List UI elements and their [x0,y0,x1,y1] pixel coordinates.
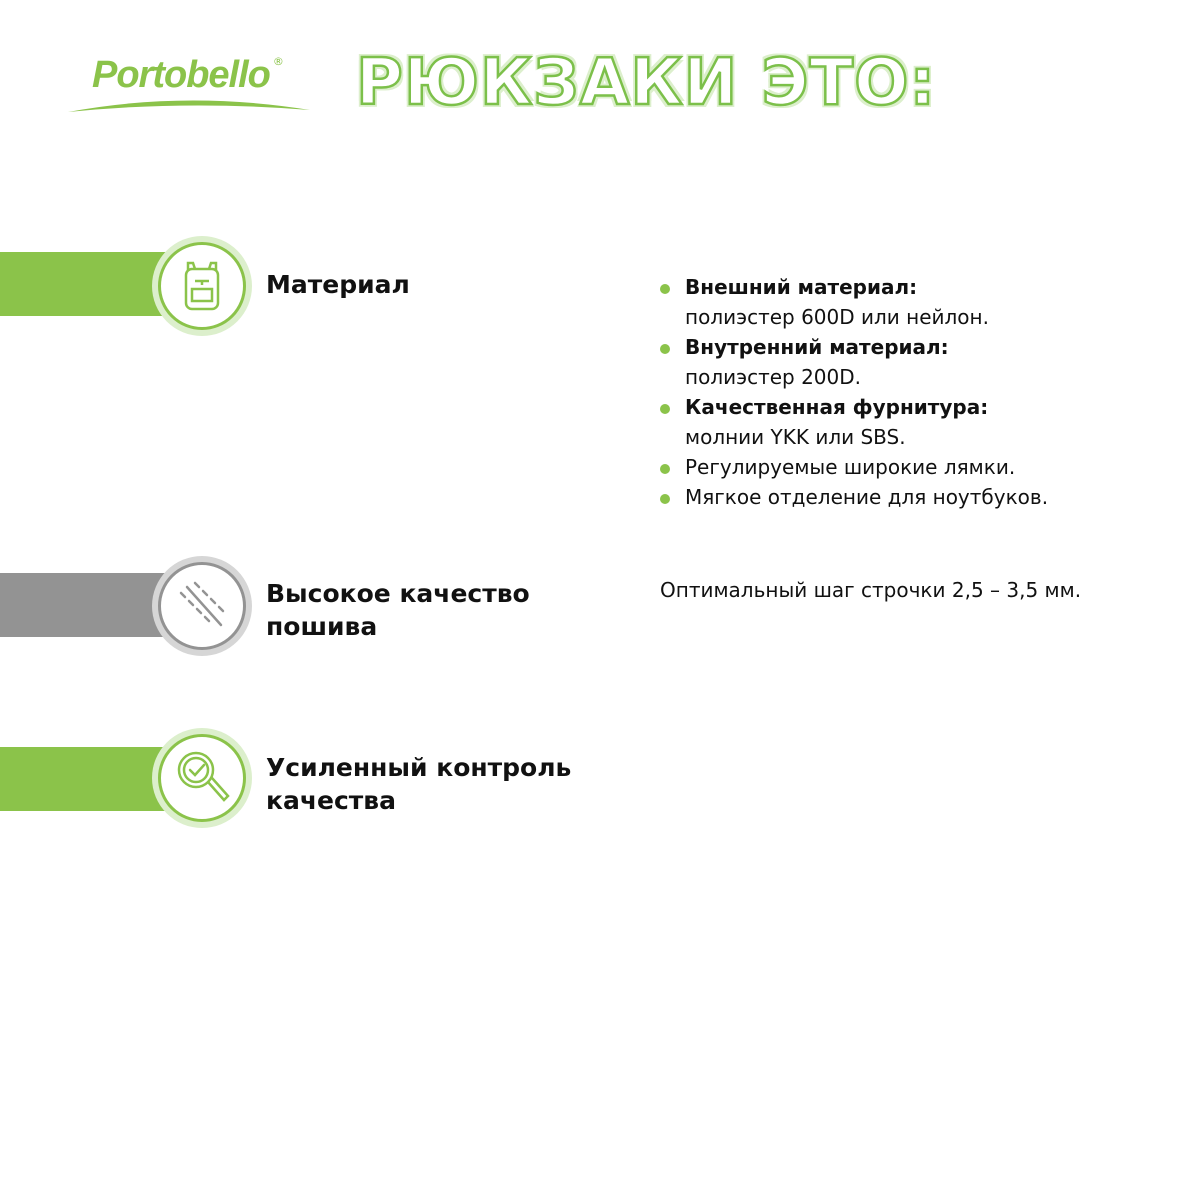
list-item: Мягкое отделение для ноутбуков. [660,482,1048,512]
magnifier-check-icon [177,751,230,802]
title-line: качества [266,786,396,815]
title-line: пошива [266,612,378,641]
portobello-logo: Portobello ® [66,52,326,114]
quality-badge [158,734,246,822]
list-item: Внешний материал: полиэстер 600D или нейл… [660,272,1048,332]
list-item: Регулируемые широкие лямки. [660,452,1048,482]
page-title: РЮКЗАКИ ЭТО: [355,45,937,122]
feature-title-stitching: Высокое качество пошива [266,577,530,643]
stitching-badge [158,562,246,650]
stitch-icon [179,581,225,627]
logo-swoosh [68,100,310,112]
material-bullet-list: Внешний материал: полиэстер 600D или нейл… [660,272,1048,512]
registered-mark: ® [272,55,284,68]
feature-bar-stitching [0,573,175,637]
material-badge [158,242,246,330]
list-item: Внутренний материал: полиэстер 200D. [660,332,1048,392]
logo-text: Portobello [92,54,271,96]
feature-title-material: Материал [266,270,410,299]
feature-title-quality: Усиленный контроль качества [266,751,571,817]
bullet-text: Мягкое отделение для ноутбуков. [685,485,1049,509]
bullet-bold: Внутренний материал: [685,335,949,359]
title-line: Усиленный контроль [266,753,572,782]
backpack-icon [184,261,220,311]
bullet-text: полиэстер 200D. [685,365,862,389]
bullet-text: полиэстер 600D или нейлон. [685,305,989,329]
bullet-text: молнии YKK или SBS. [685,425,906,449]
bullet-bold: Внешний материал: [685,275,918,299]
bullet-bold: Качественная фурнитура: [685,395,989,419]
list-item: Качественная фурнитура: молнии YKK или SB… [660,392,1048,452]
bullet-text: Регулируемые широкие лямки. [685,455,1016,479]
feature-bar-material [0,252,175,316]
feature-bar-quality [0,747,175,811]
title-line: Высокое качество [266,579,530,608]
stitching-description: Оптимальный шаг строчки 2,5 – 3,5 мм. [660,578,1082,602]
logo-wordmark: Portobello ® [92,54,284,96]
